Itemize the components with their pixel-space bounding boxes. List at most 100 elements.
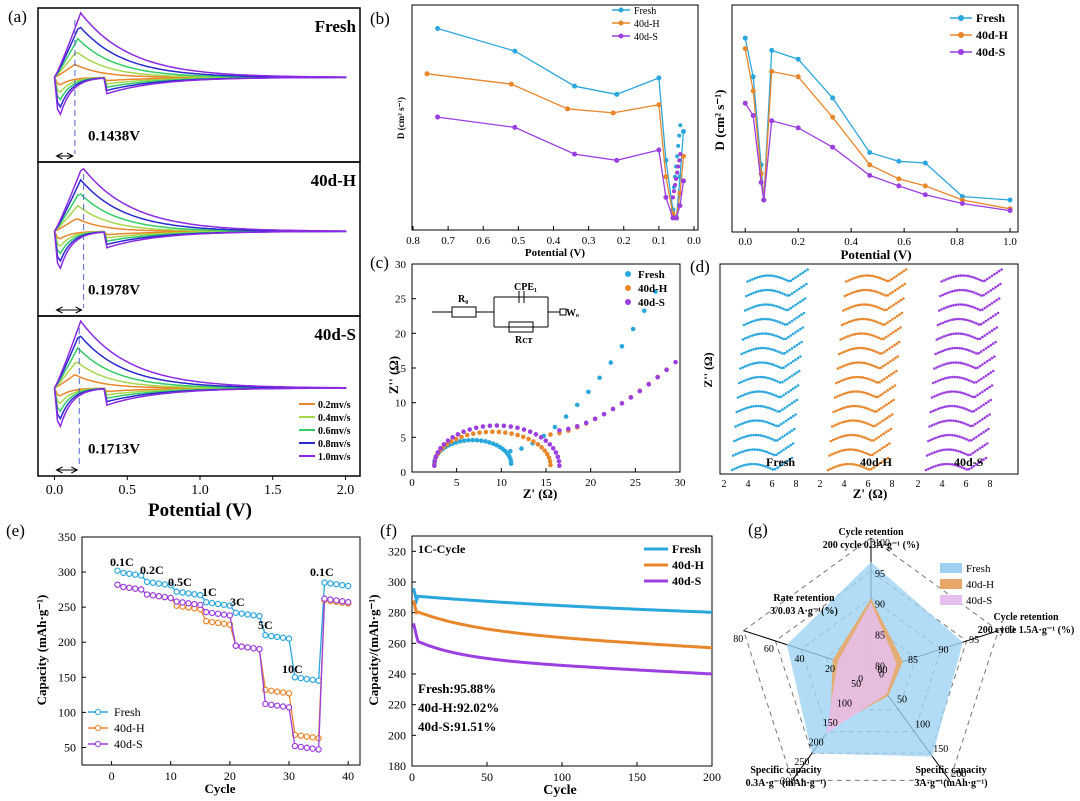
- f-line: [412, 600, 713, 650]
- e-point: [232, 642, 239, 649]
- d-point: [763, 449, 766, 453]
- b2-point: [742, 100, 748, 106]
- d-point: [793, 427, 796, 431]
- b2-point: [795, 56, 801, 62]
- e-rate-label: 0.5C: [168, 575, 192, 589]
- d-point: [886, 293, 890, 297]
- b2-line: [744, 48, 1011, 210]
- d-point: [775, 394, 778, 398]
- e-point: [279, 634, 287, 641]
- d-point: [878, 448, 882, 452]
- e-point: [303, 733, 310, 740]
- b-point: [512, 124, 518, 130]
- d-point: [778, 351, 782, 354]
- b-legend-dot: [618, 7, 624, 13]
- d-point: [779, 450, 783, 453]
- b-dip-point: [670, 195, 675, 200]
- d-point: [940, 448, 943, 452]
- d-point: [931, 437, 935, 441]
- d-point: [760, 332, 764, 335]
- b-point: [610, 110, 616, 116]
- d-point: [981, 418, 984, 421]
- d-point: [857, 289, 861, 293]
- d-point: [943, 348, 947, 352]
- d-point: [866, 303, 869, 306]
- d-point: [876, 422, 880, 426]
- d-point: [892, 398, 895, 402]
- d-point: [883, 322, 887, 326]
- d-point: [940, 308, 943, 311]
- d-point: [747, 406, 751, 409]
- d-point: [741, 338, 745, 341]
- d-point: [748, 279, 752, 282]
- d-point: [957, 332, 960, 335]
- d-point: [749, 405, 753, 409]
- d-point: [949, 390, 953, 393]
- d-point: [851, 333, 854, 337]
- e-point: [167, 594, 174, 602]
- d-point: [742, 323, 746, 327]
- d-point: [746, 308, 749, 311]
- d-point: [979, 350, 983, 353]
- panel-g-letter: (g): [748, 520, 768, 539]
- d-point: [890, 345, 894, 349]
- b-point: [614, 157, 620, 163]
- d-point: [760, 449, 764, 452]
- d-point: [760, 390, 764, 393]
- e-point: [220, 611, 228, 618]
- b2-x-tick-label: 1.0: [1003, 236, 1017, 248]
- d-point: [843, 322, 846, 326]
- d-point: [766, 466, 770, 469]
- d-point: [945, 334, 948, 337]
- d-point: [848, 292, 851, 296]
- d-point: [797, 314, 801, 318]
- e-point: [208, 599, 216, 607]
- d-point: [759, 434, 763, 437]
- d-point: [866, 274, 870, 277]
- b-dip-point: [674, 176, 679, 181]
- d-point: [741, 366, 745, 369]
- d-point: [826, 468, 830, 472]
- b-legend-dot: [618, 33, 624, 39]
- d-point: [791, 442, 795, 445]
- gap-arrow-head-left: [55, 466, 63, 474]
- d-point: [828, 454, 831, 457]
- d-point: [964, 422, 967, 426]
- d-point: [748, 335, 752, 338]
- d-point: [989, 371, 993, 374]
- d-point: [784, 337, 788, 341]
- d-point: [862, 391, 866, 394]
- d-point: [865, 288, 868, 292]
- d-point: [863, 303, 867, 306]
- d-point: [985, 305, 989, 308]
- d-point: [758, 332, 761, 336]
- c-h-point: [496, 429, 502, 435]
- d-point: [936, 464, 940, 467]
- d-point: [788, 293, 791, 297]
- d-point: [885, 403, 888, 407]
- e-point: [120, 569, 127, 577]
- d-point: [963, 467, 966, 470]
- d-point: [965, 408, 969, 411]
- d-point: [871, 453, 874, 457]
- d-point: [878, 352, 882, 355]
- e-legend-label: 40d-S: [114, 737, 143, 751]
- d-stack-40d-S: 40d-S2 4 6 8: [916, 268, 1003, 490]
- d-point: [743, 421, 747, 424]
- d-point: [763, 390, 766, 394]
- d-point: [945, 390, 948, 394]
- d-point: [979, 405, 983, 408]
- c-s-point: [508, 424, 514, 429]
- f-legend-label: 40d-S: [672, 574, 702, 588]
- d-point: [832, 410, 835, 414]
- d-point: [877, 291, 880, 294]
- d-point: [997, 269, 1001, 273]
- d-point: [838, 366, 842, 369]
- d-point: [840, 421, 844, 424]
- d-point: [771, 468, 775, 471]
- d-point: [747, 462, 751, 466]
- d-point: [733, 439, 736, 443]
- d-point: [858, 361, 861, 364]
- d-point: [844, 377, 848, 381]
